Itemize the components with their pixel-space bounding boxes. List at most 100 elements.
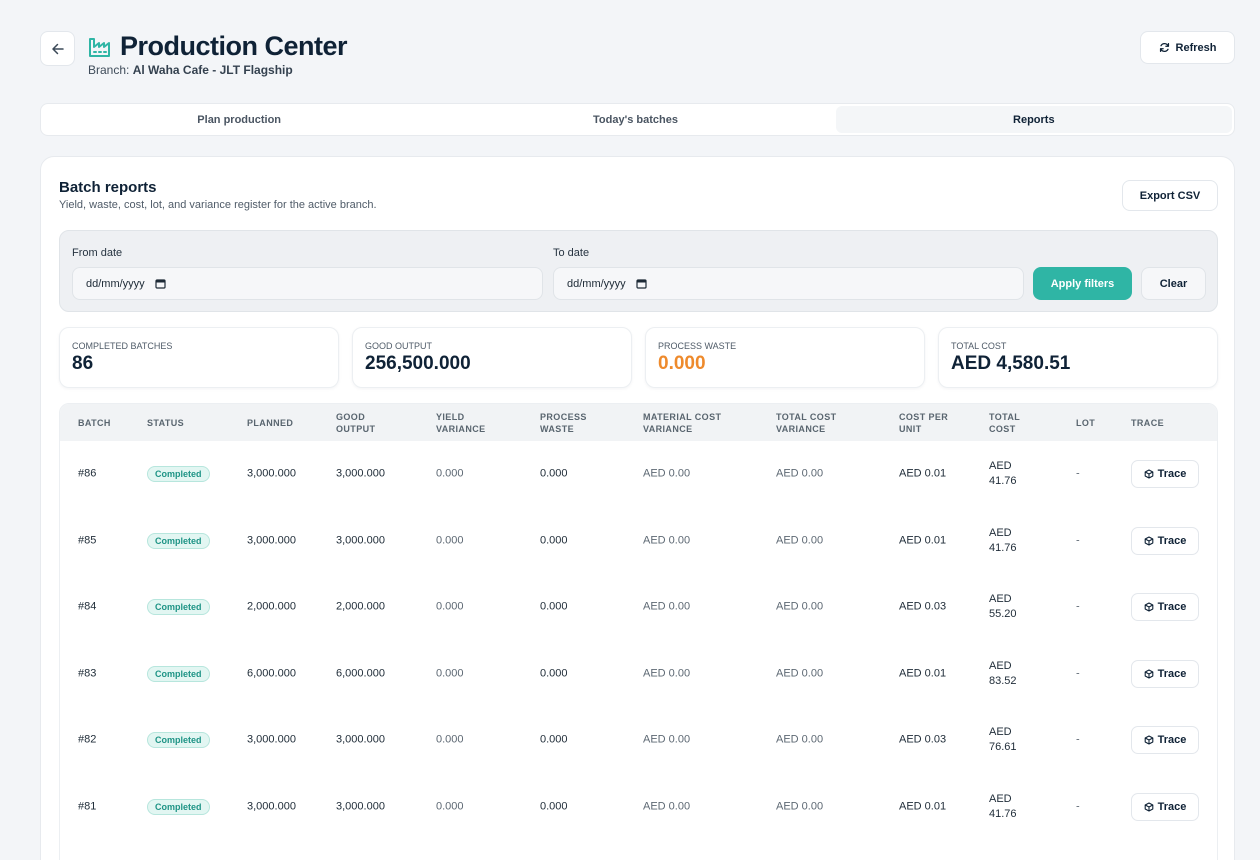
- cube-icon: [1144, 602, 1153, 612]
- stat-value: AED 4,580.51: [951, 353, 1071, 374]
- calendar-icon: [636, 279, 647, 289]
- column-header: Total cost variance: [776, 411, 837, 434]
- trace-button[interactable]: Trace: [1131, 793, 1199, 821]
- back-button[interactable]: [40, 31, 75, 66]
- batch-cell: #85: [78, 534, 97, 547]
- to-date-value: dd/mm/yyyy: [567, 277, 626, 290]
- amount: 41.76: [989, 541, 1017, 554]
- good-output-cell: 2,000.000: [336, 600, 385, 613]
- currency: AED: [989, 460, 1012, 472]
- lot-cell: -: [1076, 600, 1080, 613]
- column-header: Trace: [1131, 417, 1164, 428]
- stat-value: 0.000: [658, 353, 706, 374]
- total-cost-variance-cell: AED 0.00: [776, 534, 824, 547]
- status-badge: Completed: [147, 732, 210, 749]
- trace-label: Trace: [1157, 534, 1187, 547]
- batch-cell: #84: [78, 600, 97, 613]
- table-row: #85 Completed 3,000.000 3,000.000 0.000 0.000…: [60, 508, 1217, 574]
- status-badge: Completed: [147, 799, 210, 815]
- trace-button[interactable]: Trace: [1131, 593, 1199, 622]
- status-badge: Completed: [147, 665, 210, 682]
- export-csv-button[interactable]: Export CSV: [1122, 180, 1218, 211]
- table-header: Batch Status Planned Good output Yield v…: [60, 404, 1217, 441]
- trace-label: Trace: [1157, 601, 1187, 614]
- process-waste-cell: 0.000: [540, 667, 568, 680]
- lot-cell: -: [1076, 800, 1080, 813]
- to-date-input[interactable]: dd/mm/yyyy: [553, 267, 1024, 300]
- refresh-label: Refresh: [1175, 41, 1217, 54]
- batch-reports-card: Batch reports Yield, waste, cost, lot, a…: [40, 156, 1235, 860]
- amount: 83.52: [989, 674, 1017, 687]
- batch-cell: #86: [78, 467, 97, 480]
- yield-variance-cell: 0.000: [436, 467, 464, 480]
- total-cost-variance-cell: AED 0.00: [776, 667, 824, 680]
- stat-label: Process waste: [658, 341, 737, 351]
- trace-button[interactable]: Trace: [1131, 460, 1199, 488]
- cost-per-unit-cell: AED 0.01: [899, 534, 947, 547]
- tab-plan-production[interactable]: Plan production: [197, 113, 282, 126]
- total-cost-cell: AED 41.76: [989, 792, 1017, 822]
- yield-variance-cell: 0.000: [436, 534, 464, 547]
- process-waste-cell: 0.000: [540, 467, 568, 480]
- column-header: Status: [147, 417, 185, 428]
- cube-icon: [1144, 536, 1153, 546]
- table-row: #86 Completed 3,000.000 3,000.000 0.000 0.000…: [60, 441, 1217, 507]
- cube-icon: [1144, 469, 1153, 479]
- yield-variance-cell: 0.000: [436, 667, 464, 680]
- lot-cell: -: [1076, 733, 1080, 746]
- column-header: Yield variance: [436, 411, 486, 434]
- column-header: Lot: [1076, 417, 1096, 428]
- trace-button[interactable]: Trace: [1131, 726, 1199, 755]
- total-cost-cell: AED 83.52: [989, 659, 1017, 689]
- clear-filters-button[interactable]: Clear: [1141, 267, 1206, 300]
- cost-per-unit-cell: AED 0.01: [899, 667, 947, 680]
- from-date-input[interactable]: dd/mm/yyyy: [72, 267, 543, 300]
- page-title: Production Center: [120, 31, 348, 61]
- material-cost-variance-cell: AED 0.00: [643, 600, 691, 613]
- column-header: Total cost: [989, 411, 1020, 434]
- total-cost-cell: AED 55.20: [989, 592, 1017, 622]
- material-cost-variance-cell: AED 0.00: [643, 467, 691, 480]
- cost-per-unit-cell: AED 0.03: [899, 600, 947, 613]
- refresh-icon: [1159, 42, 1169, 53]
- total-cost-variance-cell: AED 0.00: [776, 600, 824, 613]
- stat-value: 86: [72, 353, 94, 374]
- good-output-cell: 3,000.000: [336, 534, 385, 547]
- trace-label: Trace: [1157, 667, 1187, 680]
- trace-label: Trace: [1157, 468, 1187, 480]
- from-date-value: dd/mm/yyyy: [86, 277, 145, 290]
- factory-icon: [89, 37, 110, 57]
- filter-panel: From date dd/mm/yyyy To date dd/mm/yyyy …: [59, 230, 1218, 312]
- process-waste-cell: 0.000: [540, 600, 568, 613]
- amount: 76.61: [989, 741, 1017, 754]
- stat-process-waste: Process waste 0.000: [645, 327, 925, 388]
- process-waste-cell: 0.000: [540, 534, 568, 547]
- cube-icon: [1144, 735, 1153, 745]
- tab-todays-batches[interactable]: Today's batches: [593, 113, 678, 126]
- apply-filters-button[interactable]: Apply filters: [1033, 267, 1132, 300]
- calendar-icon: [155, 279, 166, 289]
- tab-reports[interactable]: Reports: [835, 106, 1232, 133]
- total-cost-variance-cell: AED 0.00: [776, 800, 824, 813]
- trace-label: Trace: [1157, 801, 1187, 813]
- stat-good-output: Good output 256,500.000: [352, 327, 632, 388]
- good-output-cell: 6,000.000: [336, 667, 385, 680]
- planned-cell: 3,000.000: [247, 800, 296, 813]
- status-badge: Completed: [147, 532, 210, 549]
- currency: AED: [989, 659, 1012, 672]
- total-cost-variance-cell: AED 0.00: [776, 733, 824, 746]
- planned-cell: 2,000.000: [247, 600, 296, 613]
- amount: 41.76: [989, 808, 1017, 820]
- lot-cell: -: [1076, 534, 1080, 547]
- trace-button[interactable]: Trace: [1131, 526, 1199, 555]
- branch-name: Al Waha Cafe - JLT Flagship: [132, 63, 293, 77]
- cube-icon: [1144, 669, 1153, 679]
- trace-button[interactable]: Trace: [1131, 659, 1199, 688]
- refresh-button[interactable]: Refresh: [1140, 31, 1235, 64]
- stat-label: Completed batches: [72, 341, 173, 351]
- total-cost-cell: AED 76.61: [989, 725, 1017, 755]
- stat-label: Total cost: [951, 341, 1007, 351]
- planned-cell: 3,000.000: [247, 467, 296, 480]
- yield-variance-cell: 0.000: [436, 733, 464, 746]
- table-row: #82 Completed 3,000.000 3,000.000 0.000 0.000…: [60, 707, 1217, 773]
